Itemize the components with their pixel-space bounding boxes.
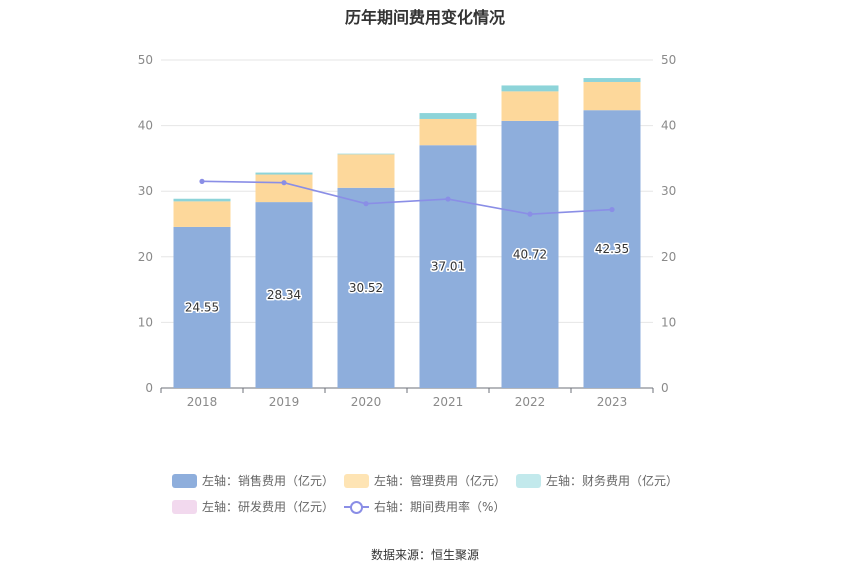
bar-segment-1 (173, 201, 231, 227)
right-tick-label: 20 (661, 250, 676, 264)
legend-item-admin[interactable]: 左轴：管理费用（亿元） (344, 472, 506, 489)
legend-line-rate-icon (344, 500, 369, 514)
left-tick-label: 20 (138, 250, 153, 264)
x-tick-label: 2023 (597, 395, 628, 409)
bar-segment-1 (501, 91, 559, 121)
rate-point (281, 180, 287, 186)
left-tick-label: 30 (138, 184, 153, 198)
x-tick-label: 2018 (187, 395, 218, 409)
legend-label-rnd: 左轴：研发费用（亿元） (202, 500, 335, 514)
bar-value-label: 40.72 (513, 247, 547, 261)
right-tick-label: 0 (661, 381, 669, 395)
bar-value-label: 30.52 (349, 281, 383, 295)
bar-segment-2 (583, 78, 641, 82)
bar-segment-2 (501, 85, 559, 92)
left-tick-label: 50 (138, 53, 153, 67)
bar-segment-1 (419, 118, 477, 146)
rate-line (199, 178, 615, 217)
chart-title: 历年期间费用变化情况 (344, 8, 505, 27)
legend-item-finance[interactable]: 左轴：财务费用（亿元） (516, 472, 678, 489)
rate-point (199, 178, 205, 184)
bar-segment-0 (337, 187, 395, 388)
bar-segment-2 (173, 198, 231, 202)
right-tick-label: 30 (661, 184, 676, 198)
bar-segment-0 (255, 202, 313, 388)
bar-value-label: 37.01 (431, 260, 465, 274)
x-tick-label: 2019 (269, 395, 300, 409)
rate-point (445, 196, 451, 202)
legend-swatch-admin (344, 473, 369, 488)
bar-value-label: 24.55 (185, 300, 219, 314)
x-axis: 2018 2019 2020 2021 2022 2023 (160, 387, 654, 409)
bars (173, 78, 641, 389)
rate-point (609, 206, 615, 213)
bar-segment-2 (255, 172, 313, 175)
legend-swatch-finance (516, 473, 541, 488)
bar-segment-0 (501, 120, 559, 388)
legend-swatch-sales (172, 473, 197, 488)
rate-point (527, 211, 533, 217)
bar-segment-0 (419, 145, 477, 388)
right-tick-label: 40 (661, 119, 676, 133)
data-labels: 24.55 28.34 30.52 37.01 40.72 42.35 (183, 241, 630, 316)
bar-segment-2 (419, 113, 477, 119)
bar-segment-0 (173, 226, 231, 388)
legend-item-rate[interactable]: 右轴：期间费用率（%） (344, 498, 505, 515)
bar-value-label: 42.35 (595, 242, 629, 256)
right-axis: 0 10 20 30 40 50 (661, 53, 676, 395)
rate-point (363, 201, 369, 207)
left-tick-label: 0 (145, 381, 153, 395)
x-tick-label: 2021 (433, 395, 464, 409)
grid-lines (161, 59, 653, 323)
legend-label-sales: 左轴：销售费用（亿元） (202, 474, 335, 488)
legend-label-admin: 左轴：管理费用（亿元） (374, 474, 507, 488)
x-tick-label: 2020 (351, 395, 382, 409)
bar-segment-1 (337, 154, 395, 188)
bar-value-label: 28.34 (267, 288, 301, 302)
bar-segment-1 (583, 81, 641, 111)
legend-swatch-rnd (172, 499, 197, 514)
legend-item-rnd[interactable]: 左轴：研发费用（亿元） (172, 498, 334, 515)
legend-label-finance: 左轴：财务费用（亿元） (546, 474, 679, 488)
bar-segment-0 (583, 110, 641, 389)
left-tick-label: 10 (138, 315, 153, 329)
legend-label-rate: 右轴：期间费用率（%） (374, 500, 506, 514)
left-axis: 0 10 20 30 40 50 (138, 53, 153, 395)
x-tick-label: 2022 (515, 395, 546, 409)
legend-item-sales[interactable]: 左轴：销售费用（亿元） (172, 472, 334, 489)
bar-segment-2 (337, 153, 395, 155)
source-note: 数据来源：恒生聚源 (370, 548, 479, 562)
left-tick-label: 40 (138, 119, 153, 133)
right-tick-label: 50 (661, 53, 676, 67)
rate-line-path (201, 180, 613, 215)
right-tick-label: 10 (661, 315, 676, 329)
